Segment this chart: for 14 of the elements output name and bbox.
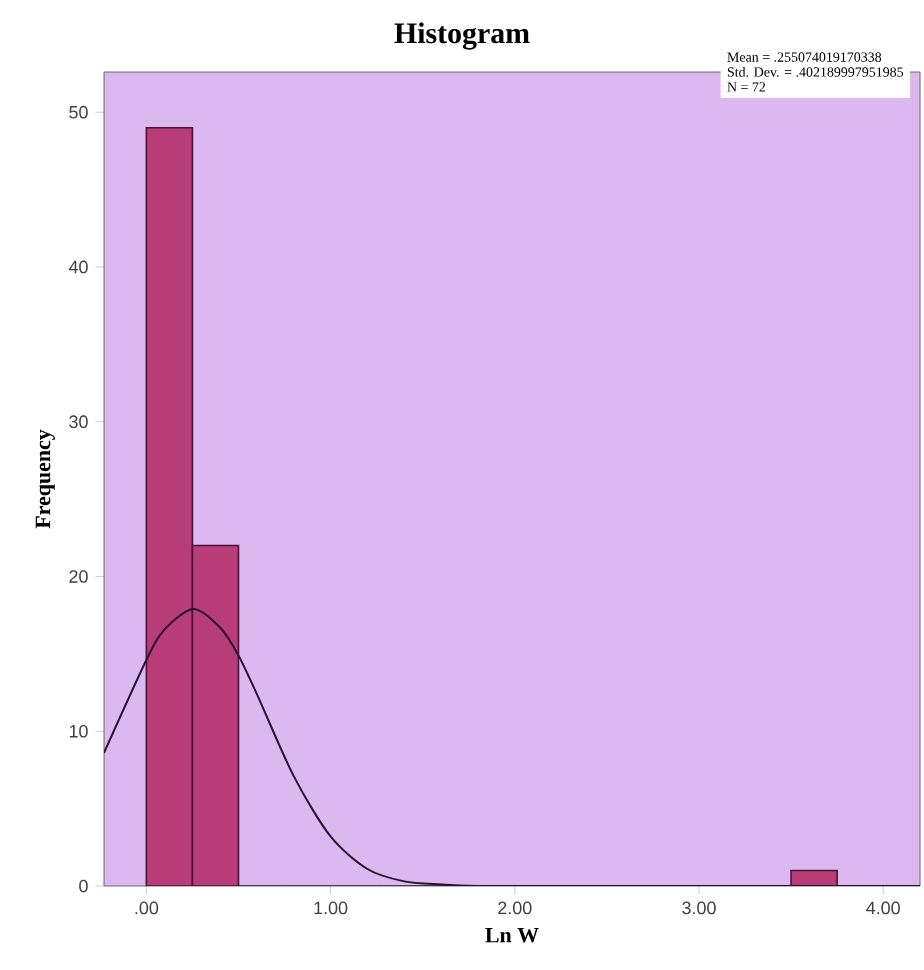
x-axis-title: Ln W (485, 927, 539, 943)
x-tick-label: 2.00 (498, 901, 532, 915)
x-tick-label: .00 (135, 901, 159, 915)
y-tick-label: 10 (69, 724, 88, 738)
y-tick-label: 30 (69, 415, 88, 429)
y-tick-label: 50 (69, 105, 88, 119)
x-tick-label: 3.00 (682, 901, 716, 915)
y-tick-label: 40 (68, 260, 88, 274)
x-tick-label: 1.00 (314, 901, 348, 915)
y-axis-title: Frequency (35, 429, 55, 529)
y-tick-label: 0 (79, 879, 88, 893)
chart-title: Histogram (394, 22, 530, 50)
x-tick-label: 4.00 (866, 901, 900, 915)
y-tick-label: 20 (69, 570, 88, 583)
